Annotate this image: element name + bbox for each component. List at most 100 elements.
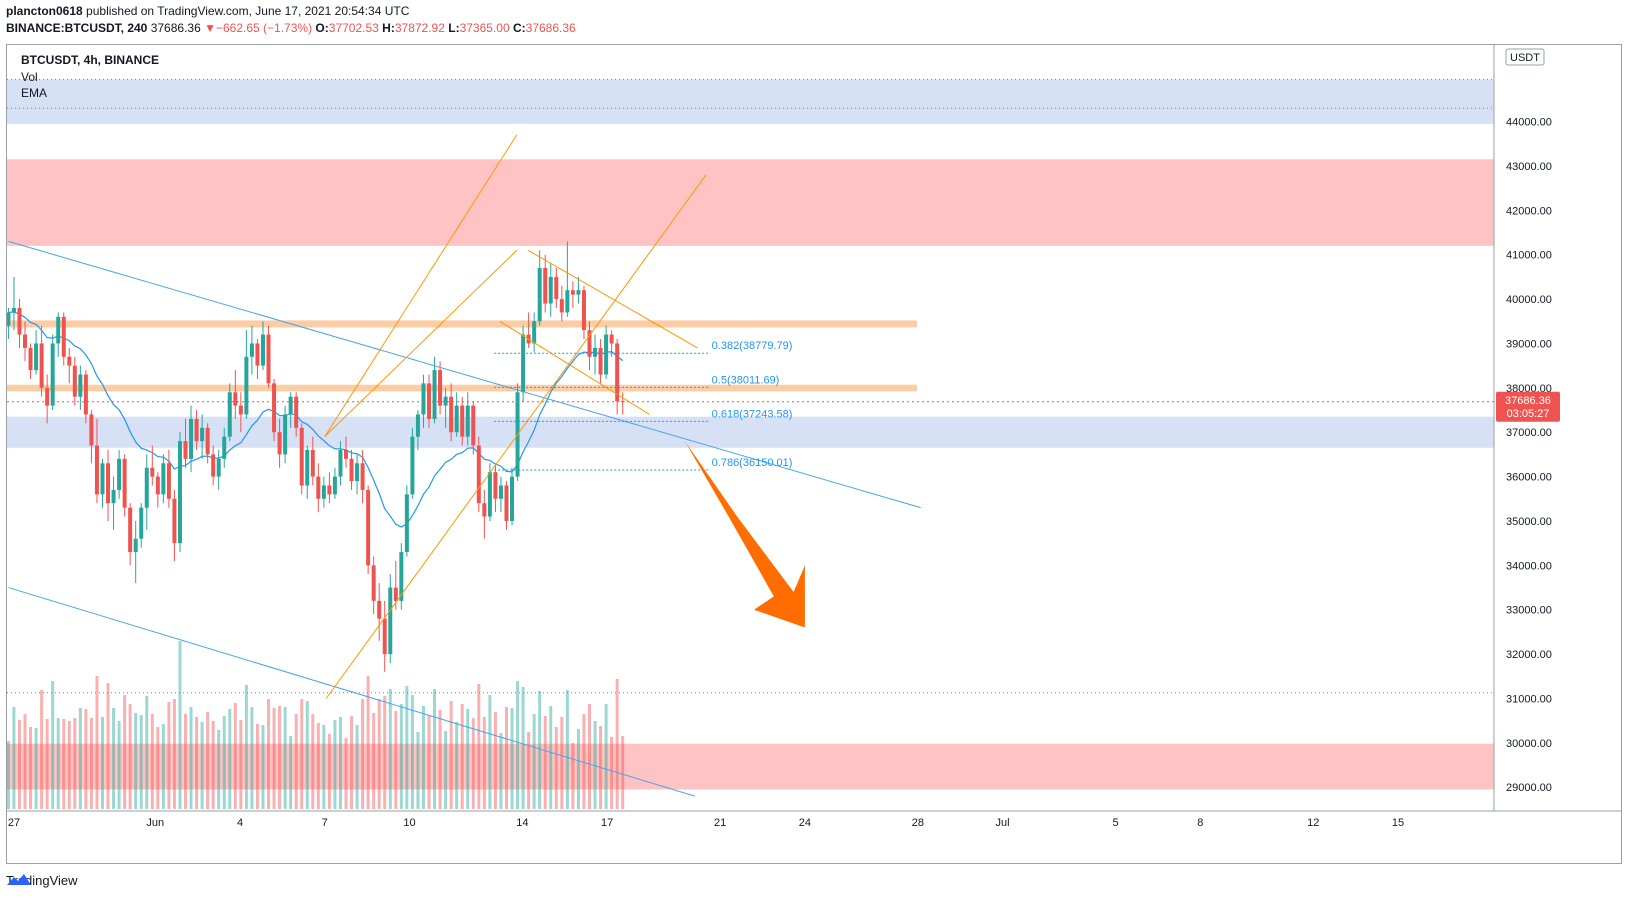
- candle-body: [554, 276, 559, 300]
- candle-body: [404, 494, 409, 553]
- x-tick-label: 24: [799, 817, 811, 829]
- volume-bar: [466, 709, 470, 809]
- candle-body: [45, 387, 50, 406]
- volume-bar: [516, 681, 520, 809]
- y-tick-label: 30000.00: [1506, 738, 1552, 750]
- candle-body: [504, 485, 509, 521]
- high-value: 37872.92: [394, 21, 445, 35]
- chart-panel[interactable]: 0.382(38779.79) 0.5(38011.69) 0.618(37243.…: [6, 44, 1622, 864]
- descending-trendline-upper: [8, 240, 921, 509]
- candle-body: [211, 454, 216, 477]
- volume-bar: [316, 723, 320, 809]
- y-tick-label: 43000.00: [1506, 161, 1552, 173]
- candle-body: [349, 458, 354, 482]
- candle: [56, 312, 61, 357]
- x-tick-label: 14: [516, 817, 528, 829]
- volume-bar: [217, 730, 221, 809]
- candle-body: [332, 476, 337, 495]
- candle-body: [399, 552, 404, 601]
- published-text: published on TradingView.com, June 17, 2…: [86, 4, 410, 18]
- candle-body: [28, 347, 33, 371]
- candle-body: [17, 307, 22, 335]
- volume-bar: [338, 717, 342, 809]
- candle: [427, 374, 432, 428]
- candle-body: [521, 334, 526, 393]
- volume-bar: [267, 699, 271, 809]
- y-tick-label: 31000.00: [1506, 693, 1552, 705]
- candle-body: [360, 463, 365, 490]
- legend-vol[interactable]: Vol: [21, 70, 38, 84]
- candle: [537, 250, 542, 326]
- candle-body: [305, 449, 310, 486]
- candle-body: [117, 458, 122, 490]
- candle-body: [321, 485, 326, 499]
- volume-bar: [471, 718, 475, 809]
- candle-body: [23, 334, 28, 348]
- candle-body: [106, 463, 111, 504]
- candle-body: [94, 445, 99, 495]
- candle: [34, 330, 39, 375]
- candle: [615, 339, 620, 415]
- candle-body: [443, 396, 448, 406]
- candle-body: [487, 472, 492, 517]
- candle: [526, 312, 531, 348]
- candle-body: [161, 463, 166, 495]
- candle-body: [133, 538, 138, 553]
- candle-body: [548, 276, 553, 304]
- price-chart[interactable]: 0.382(38779.79) 0.5(38011.69) 0.618(37243.…: [7, 45, 1621, 863]
- candle: [432, 356, 437, 424]
- candle-body: [327, 485, 332, 495]
- candle-body: [155, 476, 160, 495]
- footer-brand[interactable]: TradingView: [6, 873, 78, 888]
- open-label: O:: [315, 21, 329, 35]
- zone-orange-3: [7, 384, 917, 392]
- candle-body: [111, 489, 116, 504]
- candle-body: [78, 374, 83, 397]
- candle-body: [421, 383, 426, 415]
- volume-bar: [34, 728, 38, 809]
- author-name[interactable]: plancton0618: [6, 4, 83, 18]
- candle-body: [498, 485, 503, 499]
- candle: [327, 472, 332, 504]
- volume-bar: [366, 676, 370, 809]
- candle: [316, 463, 321, 513]
- open-value: 37702.53: [328, 21, 379, 35]
- x-tick-label: 4: [237, 817, 243, 829]
- candle-body: [299, 427, 304, 486]
- volume-bar: [189, 707, 193, 809]
- volume-bar: [350, 716, 354, 809]
- candle: [604, 325, 609, 379]
- volume-bar: [549, 706, 553, 809]
- candle: [404, 485, 409, 557]
- candle: [94, 418, 99, 504]
- volume-bar: [195, 717, 199, 809]
- candle-body: [205, 427, 210, 455]
- candle-body: [183, 441, 188, 459]
- candle-body: [227, 392, 232, 437]
- price-badge: [1496, 391, 1560, 422]
- candle: [216, 449, 221, 490]
- candle: [150, 445, 155, 486]
- candle-body: [366, 489, 371, 566]
- candle-body: [150, 467, 155, 477]
- volume-bar: [405, 686, 409, 809]
- candle: [166, 449, 171, 508]
- candle: [133, 520, 138, 584]
- candle-body: [255, 343, 260, 366]
- legend-ema[interactable]: EMA: [21, 86, 48, 100]
- candle-body: [11, 307, 16, 313]
- candle-body: [510, 476, 515, 521]
- candle: [504, 481, 509, 530]
- price-badge-countdown: 03:05:27: [1507, 408, 1550, 420]
- volume-bar: [67, 721, 71, 809]
- volume-bar: [283, 707, 287, 809]
- candle: [360, 449, 365, 504]
- volume-bar: [62, 719, 66, 809]
- candle-body: [432, 370, 437, 419]
- candle: [89, 410, 94, 464]
- candle-body: [283, 414, 288, 455]
- volume-bar: [521, 687, 525, 809]
- candle-body: [233, 392, 238, 406]
- candle-body: [559, 299, 564, 313]
- last-price: 37686.36: [150, 21, 201, 35]
